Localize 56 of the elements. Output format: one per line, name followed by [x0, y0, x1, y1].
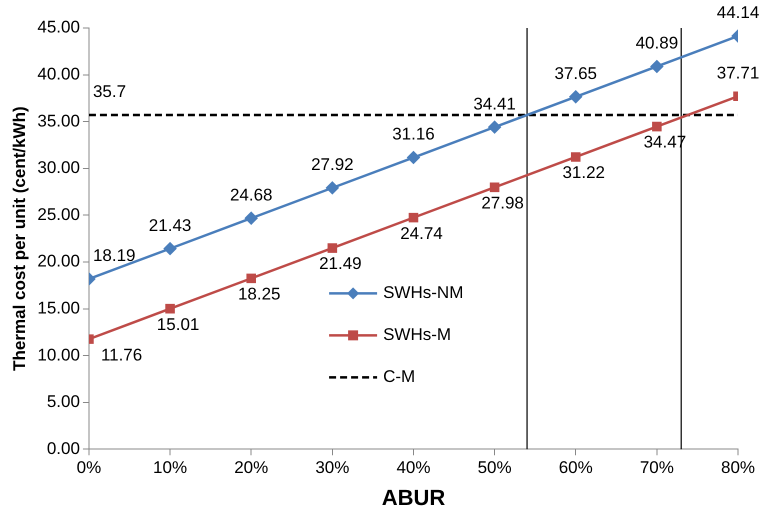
data-label: 40.89	[636, 34, 678, 53]
y-tick-label: 30.00	[37, 158, 80, 178]
data-label: 37.65	[554, 64, 598, 83]
point	[569, 90, 582, 104]
point	[326, 182, 339, 194]
x-tick-label: 40%	[396, 458, 430, 478]
data-label: 31.22	[562, 163, 606, 182]
data-label: 34.41	[473, 94, 516, 114]
legend-label: C-M	[383, 367, 416, 386]
point	[165, 304, 175, 314]
legend-label: SWHs-M	[383, 325, 452, 344]
data-label: 21.49	[319, 254, 362, 274]
point	[164, 242, 176, 255]
data-label: 24.68	[230, 185, 272, 204]
data-label: 31.16	[392, 124, 435, 144]
point	[490, 182, 500, 192]
point	[407, 151, 420, 164]
data-label: 18.19	[92, 246, 136, 266]
y-tick-label: 20.00	[37, 252, 80, 271]
point	[650, 60, 664, 73]
data-label: 44.14	[716, 3, 760, 22]
x-tick-label: 10%	[153, 458, 188, 478]
x-tick-label: 50%	[478, 458, 512, 478]
y-axis-title: Thermal cost per unit (cent/kWh)	[10, 106, 29, 371]
point	[652, 122, 662, 132]
data-label: 37.71	[716, 63, 760, 82]
y-tick-label: 40.00	[37, 64, 80, 84]
y-tick-label: 45.00	[37, 18, 80, 37]
x-axis-title: ABUR	[382, 484, 446, 510]
data-label: 18.25	[238, 284, 280, 304]
legend-label: SWHs-NM	[383, 283, 464, 302]
point	[408, 212, 418, 222]
data-label: 24.74	[400, 224, 443, 243]
data-label: 35.7	[92, 82, 126, 102]
data-label: 15.01	[156, 314, 200, 334]
x-tick-label: 60%	[558, 458, 593, 478]
y-tick-label: 15.00	[37, 298, 80, 318]
point	[488, 120, 501, 134]
x-tick-label: 70%	[640, 458, 674, 478]
y-tick-label: 5.00	[46, 392, 80, 412]
point	[570, 152, 581, 162]
x-tick-label: 0%	[76, 458, 102, 478]
y-tick-label: 0.00	[46, 438, 80, 458]
point	[246, 274, 256, 284]
y-tick-label: 10.00	[37, 345, 80, 364]
y-tick-label: 35.00	[37, 111, 80, 130]
x-tick-label: 80%	[720, 458, 756, 478]
data-label: 27.98	[481, 193, 524, 212]
y-tick-label: 25.00	[37, 204, 80, 224]
x-tick-label: 30%	[315, 458, 350, 478]
data-label: 21.43	[148, 216, 192, 235]
x-tick-label: 20%	[234, 458, 268, 478]
point	[244, 212, 258, 224]
point	[328, 243, 338, 253]
data-label: 27.92	[311, 155, 354, 174]
data-label: 11.76	[100, 345, 142, 364]
